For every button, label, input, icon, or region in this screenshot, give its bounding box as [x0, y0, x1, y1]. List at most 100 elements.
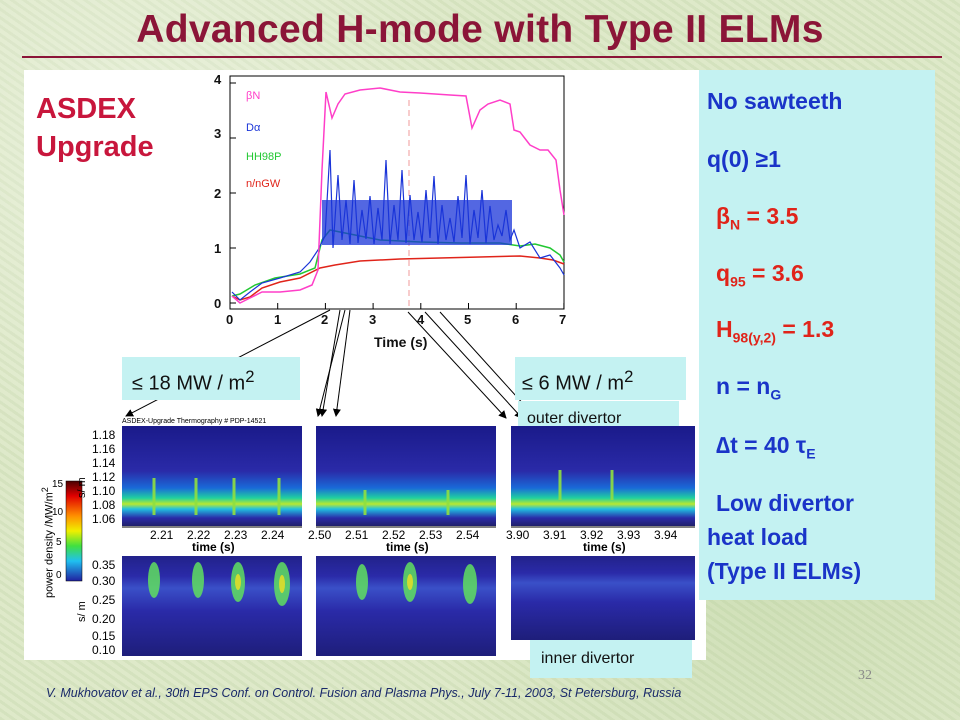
ytick-top-6: 1.06 — [92, 512, 116, 526]
ytick-bot-3: 0.20 — [92, 612, 116, 626]
ytick-bot-0: 0.35 — [92, 558, 116, 572]
q95-sub: 95 — [730, 273, 746, 290]
xtick-0: 0 — [226, 312, 234, 327]
summary-density: n = nG — [716, 373, 781, 403]
ytick-3: 3 — [214, 126, 222, 141]
summary-no-sawteeth: No sawteeth — [707, 88, 843, 114]
device-label: ASDEX Upgrade — [36, 90, 154, 166]
summary-betan: βN = 3.5 — [716, 203, 798, 233]
xtick-5: 5 — [464, 312, 472, 327]
xtick-2-0: 2.50 — [308, 528, 332, 542]
summary-panel — [699, 70, 935, 600]
summary-q0: q(0) ≥1 — [707, 146, 781, 172]
ytick-top-3: 1.12 — [92, 470, 116, 484]
ytick-bot-5: 0.10 — [92, 643, 116, 657]
q95-value: = 3.6 — [745, 260, 804, 286]
ytick-bot-2: 0.25 — [92, 593, 116, 607]
x-axis-label: Time (s) — [374, 334, 428, 350]
xtick-1-3: 2.24 — [261, 528, 285, 542]
y-ticks — [230, 82, 236, 304]
callout-6mw-text: ≤ 6 MW / m2 — [522, 367, 633, 396]
footnote-reference: V. Mukhovatov et al., 30th EPS Conf. on … — [46, 686, 682, 700]
title-underline — [22, 56, 942, 58]
thermo-unit-bottom: s/ m — [76, 601, 88, 622]
xtick-1-2: 2.23 — [224, 528, 248, 542]
callout-6mw-sup: 2 — [624, 367, 634, 386]
thermo-unit-top: s/ m — [76, 477, 88, 498]
dalpha-band — [322, 200, 512, 245]
callout-inner-divertor-text: inner divertor — [541, 650, 635, 667]
betan-value: = 3.5 — [740, 203, 799, 229]
device-label-line2: Upgrade — [36, 131, 154, 163]
colorbar — [65, 480, 83, 582]
colorbar-tick-0: 0 — [56, 570, 62, 581]
betan-symbol: β — [716, 203, 731, 229]
xtick-3-0: 3.90 — [506, 528, 530, 542]
xtick-2-2: 2.52 — [382, 528, 406, 542]
callout-18mw-text: ≤ 18 MW / m2 — [132, 367, 254, 396]
slide-title: Advanced H-mode with Type II ELMs — [136, 8, 824, 51]
device-label-line1: ASDEX — [36, 93, 136, 125]
xtick-3: 3 — [369, 312, 377, 327]
ytick-top-0: 1.18 — [92, 428, 116, 442]
x-ticks — [229, 303, 565, 309]
duration-text: ∆t = 40 — [716, 432, 796, 458]
xtick-7: 7 — [559, 312, 567, 327]
legend-betan: βN — [246, 90, 261, 102]
ytick-top-5: 1.08 — [92, 498, 116, 512]
callout-18mw-sup: 2 — [245, 367, 255, 386]
xtick-6: 6 — [512, 312, 520, 327]
xtick-3-1: 3.91 — [543, 528, 567, 542]
thermo-outer-frame-2 — [316, 426, 496, 526]
thermo-outer-frame-3 — [511, 426, 695, 526]
colorbar-tick-10: 10 — [52, 507, 64, 518]
summary-heat-load: heat load — [707, 524, 808, 550]
thermography-header: ASDEX-Upgrade Thermography # PDP-14521 — [122, 418, 267, 425]
xtick-2-3: 2.53 — [419, 528, 443, 542]
ngw-trace — [231, 255, 565, 301]
xtick-3-3: 3.93 — [617, 528, 641, 542]
callout-outer-divertor-text: outer divertor — [527, 410, 622, 427]
ytick-bot-1: 0.30 — [92, 574, 116, 588]
colorbar-tick-15: 15 — [52, 479, 64, 490]
thermo-outer-frame-1 — [122, 426, 302, 526]
summary-q95: q95 = 3.6 — [716, 260, 804, 290]
ytick-top-2: 1.14 — [92, 456, 116, 470]
xtick-2-1: 2.51 — [345, 528, 369, 542]
xtick-1-0: 2.21 — [150, 528, 174, 542]
h98-symbol: H — [716, 316, 733, 342]
summary-h98: H98(y,2) = 1.3 — [716, 316, 834, 346]
callout-18mw-label: ≤ 18 MW / m — [132, 372, 246, 395]
xtick-2-4: 2.54 — [456, 528, 480, 542]
ytick-1: 1 — [214, 241, 222, 256]
legend-ngw: n/nGW — [246, 178, 281, 190]
xtick-1-1: 2.22 — [187, 528, 211, 542]
colorbar-label: power density /MW/m2 — [40, 487, 56, 598]
page-number: 32 — [858, 668, 872, 683]
density-sub: G — [770, 386, 782, 403]
h98-value: = 1.3 — [775, 316, 835, 342]
legend-hh98p: HH98P — [246, 151, 282, 163]
summary-duration: ∆t = 40 τE — [716, 432, 816, 462]
density-text: n = n — [716, 373, 771, 399]
time-label-2: time (s) — [386, 540, 429, 554]
summary-type2: (Type II ELMs) — [707, 558, 862, 584]
callout-18mw — [122, 357, 300, 400]
ytick-top-4: 1.10 — [92, 484, 116, 498]
callout-6mw-label: ≤ 6 MW / m — [522, 372, 625, 395]
betan-sub: N — [730, 216, 741, 233]
legend-dalpha: Dα — [246, 122, 261, 134]
xtick-3-2: 3.92 — [580, 528, 604, 542]
q95-symbol: q — [716, 260, 731, 286]
duration-sub: E — [806, 445, 816, 462]
callout-inner-divertor — [530, 640, 692, 678]
xtick-3-4: 3.94 — [654, 528, 678, 542]
xtick-4: 4 — [417, 312, 425, 327]
summary-low-divertor: Low divertor — [716, 490, 855, 516]
ytick-2: 2 — [214, 186, 222, 201]
ytick-top-1: 1.16 — [92, 442, 116, 456]
ytick-bot-4: 0.15 — [92, 629, 116, 643]
thermo-inner-frame-3 — [511, 556, 695, 640]
